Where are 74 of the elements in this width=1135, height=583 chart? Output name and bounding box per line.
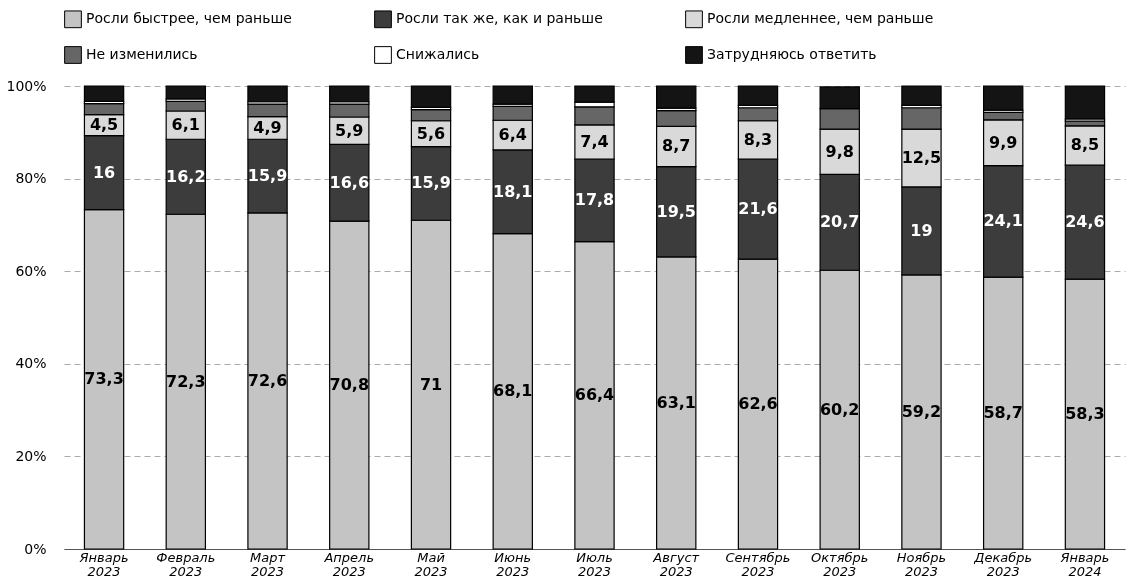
legend-label: Затрудняюсь ответить bbox=[707, 46, 877, 62]
legend-label: Росли так же, как и раньше bbox=[396, 10, 603, 27]
data-label: 6,4 bbox=[498, 125, 527, 145]
data-label: 4,9 bbox=[253, 117, 282, 137]
data-label: 15,9 bbox=[411, 173, 451, 193]
data-label: 68,1 bbox=[493, 381, 533, 401]
legend-label: Не изменились bbox=[86, 46, 198, 62]
x-tick-label: Январь 2024 bbox=[1059, 549, 1110, 579]
data-label: 66,4 bbox=[574, 385, 615, 405]
x-tick-label: Июль 2023 bbox=[576, 549, 613, 579]
bar bbox=[1064, 85, 1106, 120]
data-label: 16 bbox=[92, 162, 116, 182]
data-label: 20,7 bbox=[819, 212, 860, 232]
data-label: 19 bbox=[910, 220, 933, 240]
data-label: 58,7 bbox=[983, 403, 1023, 423]
data-label: 63,1 bbox=[656, 392, 696, 412]
data-label: 71 bbox=[419, 374, 443, 394]
x-tick-label: Ноябрь 2023 bbox=[896, 549, 947, 579]
x-tick-label: Август 2023 bbox=[652, 549, 700, 579]
x-tick-label: Январь 2023 bbox=[78, 549, 129, 579]
x-tick-label: Октябрь 2023 bbox=[811, 549, 869, 579]
data-label: 58,3 bbox=[1065, 404, 1105, 424]
data-label: 18,1 bbox=[493, 181, 533, 201]
x-tick-label: Февраль 2023 bbox=[156, 549, 216, 579]
data-label: 21,6 bbox=[738, 199, 778, 219]
data-label: 12,5 bbox=[901, 148, 942, 167]
x-tick-label: Июнь 2023 bbox=[494, 549, 532, 579]
y-tick-label: 100% bbox=[6, 77, 47, 94]
data-label: 73,3 bbox=[84, 369, 124, 389]
data-label: 4,5 bbox=[89, 115, 119, 135]
data-label: 16,2 bbox=[166, 166, 206, 186]
bar bbox=[574, 85, 615, 103]
bar bbox=[901, 85, 942, 107]
data-label: 17,8 bbox=[574, 190, 615, 210]
data-label: 6,1 bbox=[171, 115, 200, 135]
y-tick-label: 60% bbox=[15, 262, 47, 279]
data-label: 9,8 bbox=[825, 141, 854, 161]
bar bbox=[656, 85, 697, 109]
y-tick-label: 40% bbox=[15, 355, 47, 372]
x-tick-label: Декабрь 2023 bbox=[973, 549, 1033, 579]
y-tick-label: 0% bbox=[24, 540, 47, 557]
data-label: 7,4 bbox=[580, 132, 609, 152]
data-label: 70,8 bbox=[329, 375, 370, 395]
y-tick-label: 20% bbox=[15, 447, 47, 464]
data-label: 9,9 bbox=[989, 132, 1018, 152]
data-label: 8,3 bbox=[743, 129, 773, 149]
legend-label: Росли медленнее, чем раньше bbox=[707, 10, 934, 27]
data-label: 16,6 bbox=[329, 172, 370, 192]
data-label: 19,5 bbox=[656, 201, 696, 221]
data-label: 60,2 bbox=[819, 399, 860, 419]
bar bbox=[982, 85, 1024, 111]
x-tick-label: Апрель 2023 bbox=[323, 549, 375, 579]
x-tick-label: Март 2023 bbox=[250, 549, 286, 579]
legend-label: Росли быстрее, чем раньше bbox=[86, 10, 292, 27]
data-label: 8,5 bbox=[1070, 135, 1100, 155]
legend-label: Снижались bbox=[396, 46, 480, 62]
y-tick-label: 80% bbox=[15, 170, 47, 187]
x-tick-label: Сентябрь 2023 bbox=[725, 549, 791, 579]
data-label: 59,2 bbox=[901, 401, 942, 421]
bar bbox=[247, 85, 288, 103]
data-label: 5,6 bbox=[416, 123, 446, 143]
bar bbox=[329, 85, 370, 103]
data-label: 24,1 bbox=[983, 211, 1023, 231]
data-label: 72,3 bbox=[166, 371, 206, 391]
data-label: 24,6 bbox=[1065, 212, 1105, 232]
bar bbox=[83, 85, 125, 102]
data-label: 15,9 bbox=[247, 166, 288, 186]
data-label: 72,6 bbox=[247, 370, 288, 390]
bar bbox=[737, 85, 779, 107]
bar bbox=[410, 85, 452, 108]
x-tick-label: Май 2023 bbox=[414, 549, 448, 579]
data-label: 8,7 bbox=[662, 136, 691, 156]
data-label: 62,6 bbox=[738, 394, 778, 414]
data-label: 5,9 bbox=[335, 120, 364, 140]
